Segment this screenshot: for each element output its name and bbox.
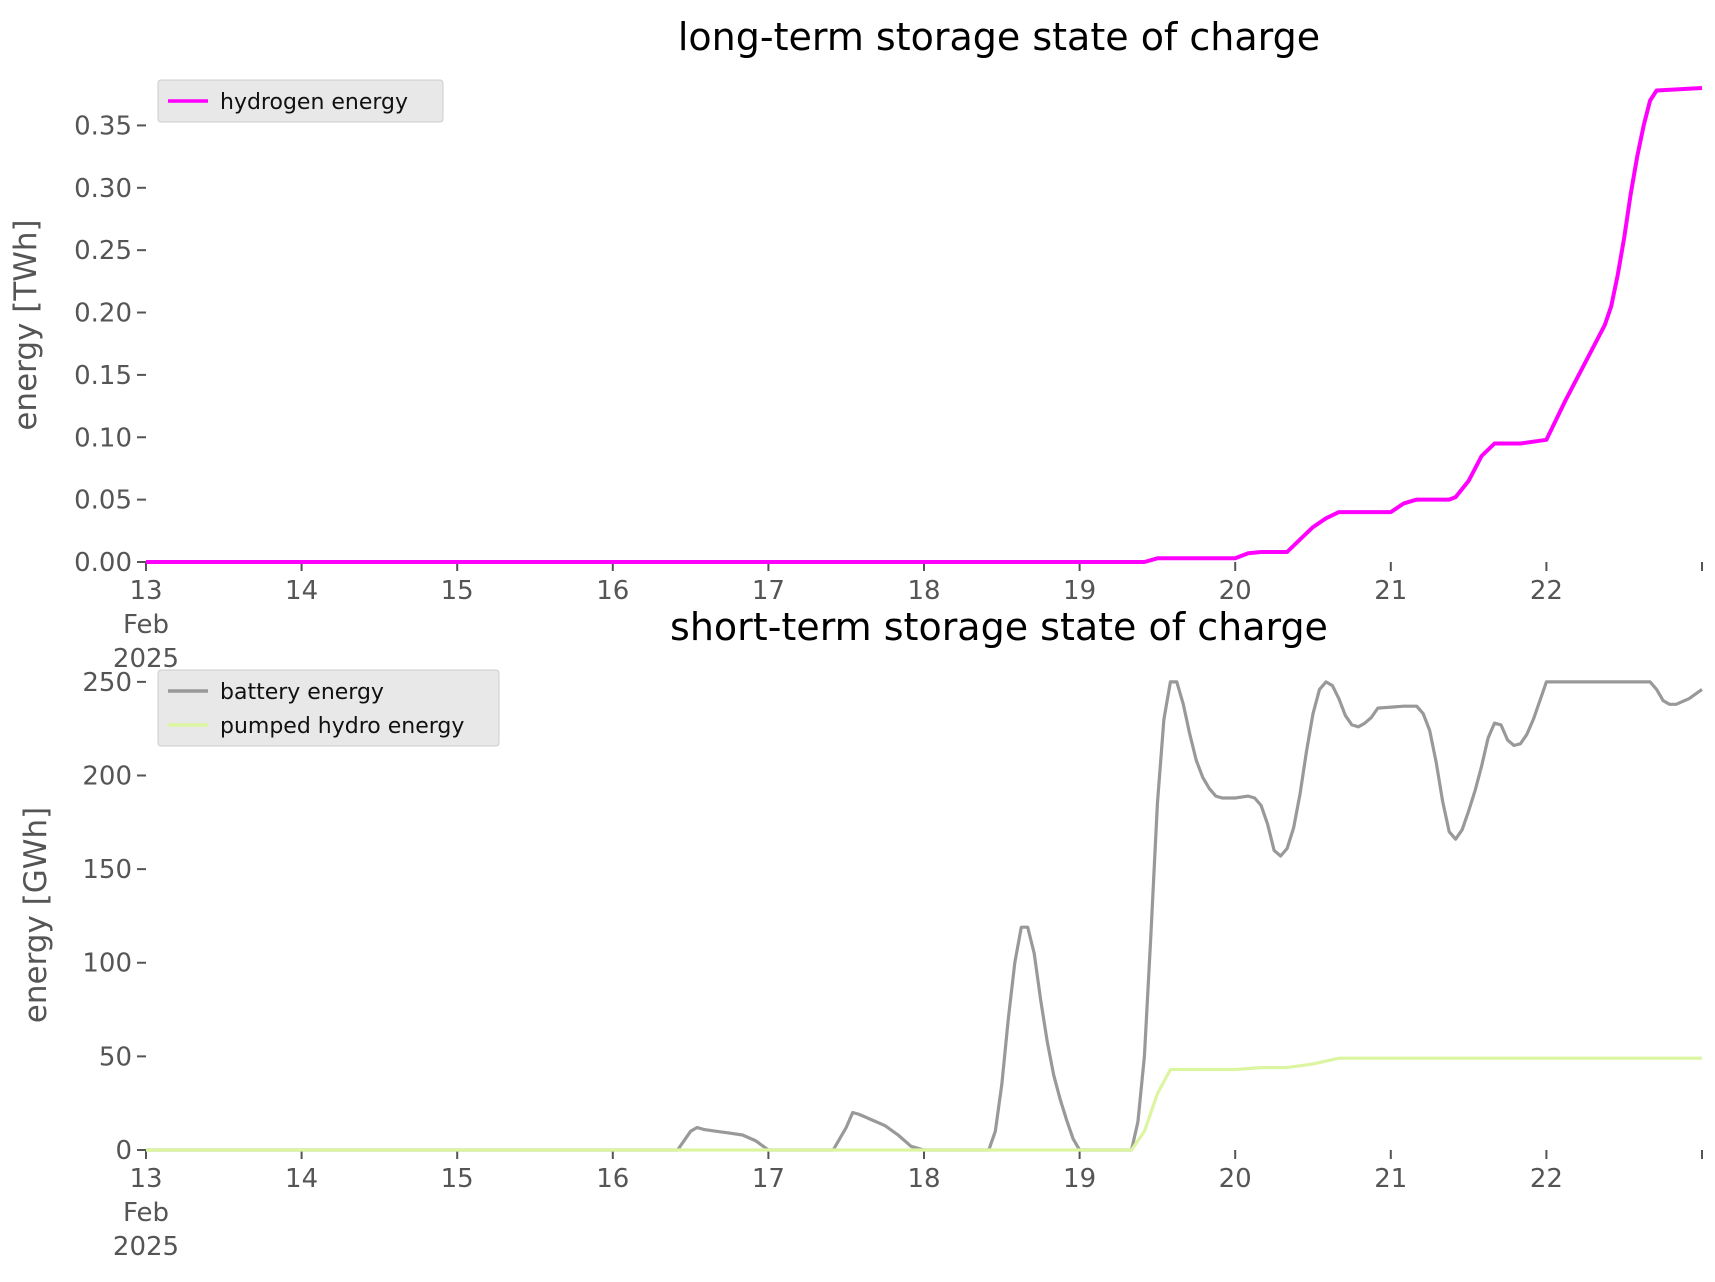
chart2-group: short-term storage state of charge energy… <box>18 605 1703 1262</box>
chart1-legend-label: hydrogen energy <box>220 90 408 115</box>
chart2-series-line-pumped-hydro-energy <box>146 1056 1702 1152</box>
chart2-x-tick-label: 17 <box>752 1164 785 1194</box>
chart1-x-tick-label: 19 <box>1063 576 1096 606</box>
chart1-x-tick-label-line: 21 <box>1374 576 1407 606</box>
chart1-y-tick-label: 0.25 <box>74 236 132 266</box>
chart2-x-tick-label-line: 18 <box>907 1164 940 1194</box>
chart2-x-tick-label-line: 15 <box>441 1164 474 1194</box>
chart1-x-tick-label: 22 <box>1530 576 1563 606</box>
chart1-x-tick-label-line: Feb <box>123 610 169 640</box>
chart1-x-tick-label: 13 Feb 2025 <box>113 576 179 674</box>
chart2-x-tick-label-line: 16 <box>596 1164 629 1194</box>
chart1-y-tick-label: 0.15 <box>74 361 132 391</box>
chart1-x-tick-label: 16 <box>596 576 629 606</box>
chart1-legend-box <box>157 79 444 123</box>
chart1-x-tick-label: 17 <box>752 576 785 606</box>
chart1-x-tick-label-line: 2025 <box>113 644 179 674</box>
chart2-y-tick-label: 250 <box>82 668 132 698</box>
chart1-x-tick-label: 15 <box>441 576 474 606</box>
chart2-y-tick-label: 0 <box>115 1136 132 1166</box>
chart2-legend-label: battery energy <box>220 680 384 705</box>
chart2-x-tick-label-line: 21 <box>1374 1164 1407 1194</box>
chart2-y-axis-label: energy [GWh] <box>18 807 54 1023</box>
chart2-x-tick-label-line: 13 <box>129 1164 162 1194</box>
chart1-y-tick-label: 0.30 <box>74 174 132 204</box>
chart2-legend-box <box>157 669 500 747</box>
chart2-x-tick-label: 19 <box>1063 1164 1096 1194</box>
chart2-y-tick-label: 150 <box>82 855 132 885</box>
chart1-y-tick-label: 0.10 <box>74 423 132 453</box>
chart1-x-tick-label-line: 20 <box>1219 576 1252 606</box>
chart2-y-tick-label: 100 <box>82 949 132 979</box>
chart1-y-tick-label: 0.20 <box>74 299 132 329</box>
chart1-title: long-term storage state of charge <box>678 15 1320 59</box>
chart1-x-tick-label-line: 14 <box>285 576 318 606</box>
chart2-series-line-battery-energy <box>146 680 1703 1152</box>
chart2-x-tick-label-line: 2025 <box>113 1232 179 1262</box>
chart1-y-tick-label: 0.05 <box>74 486 132 516</box>
chart2-x-tick-label: 16 <box>596 1164 629 1194</box>
chart2-x-tick-label-line: 22 <box>1530 1164 1563 1194</box>
chart1-y-tick-label: 0.00 <box>74 548 132 578</box>
chart2-y-tick-label: 50 <box>99 1042 132 1072</box>
chart2-x-tick-label-line: Feb <box>123 1198 169 1228</box>
chart1-x-tick-label-line: 19 <box>1063 576 1096 606</box>
chart1-x-tick-label-line: 22 <box>1530 576 1563 606</box>
chart1-x-tick-label-line: 16 <box>596 576 629 606</box>
chart1-legend: hydrogen energy <box>157 79 444 123</box>
chart2-x-tick-label: 14 <box>285 1164 318 1194</box>
chart2-x-tick-label: 20 <box>1219 1164 1252 1194</box>
chart1-group: long-term storage state of charge energy … <box>8 15 1703 674</box>
chart1-x-tick-label-line: 15 <box>441 576 474 606</box>
chart2-x-tick-label: 21 <box>1374 1164 1407 1194</box>
chart1-x-tick-label: 18 <box>907 576 940 606</box>
chart1-x-tick-label: 20 <box>1219 576 1252 606</box>
chart2-x-tick-label-line: 20 <box>1219 1164 1252 1194</box>
chart2-legend-label: pumped hydro energy <box>220 714 464 739</box>
chart2-x-tick-label: 18 <box>907 1164 940 1194</box>
chart2-x-tick-label: 13 Feb 2025 <box>113 1164 179 1262</box>
chart1-x-tick-label-line: 18 <box>907 576 940 606</box>
chart1-series-line-hydrogen-energy <box>146 86 1703 564</box>
chart2-legend: battery energy pumped hydro energy <box>157 669 500 747</box>
chart2-x-tick-label: 15 <box>441 1164 474 1194</box>
chart2-x-tick-label: 22 <box>1530 1164 1563 1194</box>
chart2-title: short-term storage state of charge <box>670 605 1328 649</box>
chart2-x-tick-label-line: 14 <box>285 1164 318 1194</box>
chart1-x-tick-label: 21 <box>1374 576 1407 606</box>
chart1-x-tick-label-line: 13 <box>129 576 162 606</box>
chart1-y-tick-label: 0.35 <box>74 111 132 141</box>
chart2-x-tick-label-line: 17 <box>752 1164 785 1194</box>
chart1-x-tick-label: 14 <box>285 576 318 606</box>
chart1-y-axis-label: energy [TWh] <box>8 219 44 430</box>
chart2-y-tick-label: 200 <box>82 761 132 791</box>
chart1-x-tick-label-line: 17 <box>752 576 785 606</box>
chart2-x-tick-label-line: 19 <box>1063 1164 1096 1194</box>
